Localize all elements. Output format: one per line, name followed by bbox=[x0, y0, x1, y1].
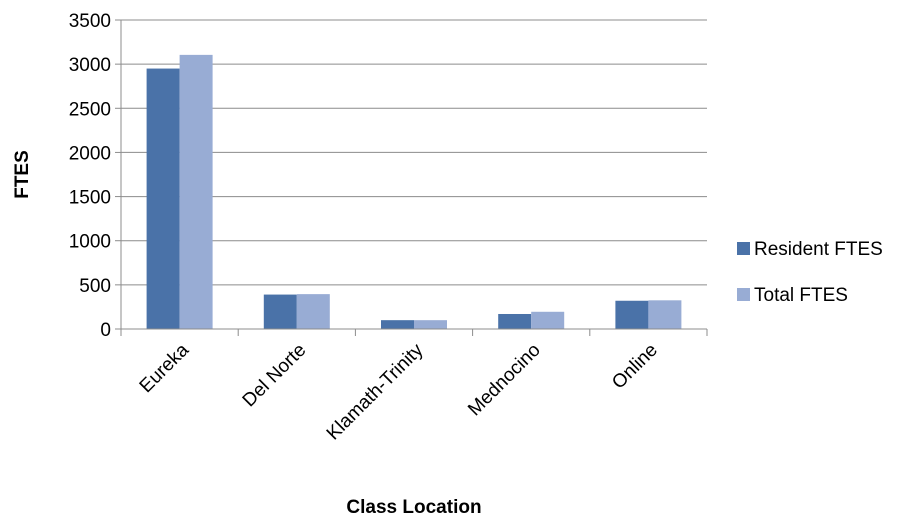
axes bbox=[115, 19, 708, 336]
bars bbox=[146, 54, 682, 330]
legend-swatch bbox=[737, 242, 750, 255]
y-tick-label: 2000 bbox=[69, 143, 111, 164]
y-tick-label: 1000 bbox=[69, 232, 111, 253]
x-axis-title: Class Location bbox=[346, 497, 481, 518]
legend-swatch bbox=[737, 288, 750, 301]
y-tick-label: 2500 bbox=[69, 99, 111, 120]
bar-resident-ftes bbox=[381, 320, 414, 329]
x-tick-label: Del Norte bbox=[239, 340, 311, 412]
bar-resident-ftes bbox=[498, 313, 532, 329]
bar-total-ftes bbox=[296, 294, 330, 329]
x-tick-label: Mednocino bbox=[464, 340, 545, 421]
bar-total-ftes bbox=[648, 300, 682, 329]
y-tick-label: 500 bbox=[79, 276, 111, 297]
y-tick-labels: 0 500 1000 1500 2000 2500 3000 3500 bbox=[69, 11, 111, 341]
bar-resident-ftes bbox=[263, 294, 297, 329]
y-tick-label: 0 bbox=[100, 320, 111, 341]
bar-total-ftes bbox=[179, 54, 213, 329]
bar-resident-ftes bbox=[146, 68, 180, 330]
legend: Resident FTES Total FTES bbox=[737, 239, 883, 306]
y-tick-label: 3500 bbox=[69, 11, 111, 32]
bar-total-ftes bbox=[414, 320, 447, 329]
x-tick-label: Klamath-Trinity bbox=[323, 339, 428, 444]
y-tick-label: 3000 bbox=[69, 55, 111, 76]
bar-resident-ftes bbox=[615, 300, 649, 329]
y-tick-label: 1500 bbox=[69, 188, 111, 209]
x-tick-label: Online bbox=[608, 340, 662, 394]
legend-label: Total FTES bbox=[754, 285, 848, 306]
bar-total-ftes bbox=[531, 311, 565, 329]
x-tick-label: Eureka bbox=[136, 339, 194, 397]
x-tick-labels: Eureka Del Norte Klamath-Trinity Mednocino O… bbox=[136, 339, 662, 444]
y-axis-title: FTES bbox=[12, 150, 33, 199]
legend-label: Resident FTES bbox=[754, 239, 883, 260]
gridlines bbox=[121, 19, 707, 286]
